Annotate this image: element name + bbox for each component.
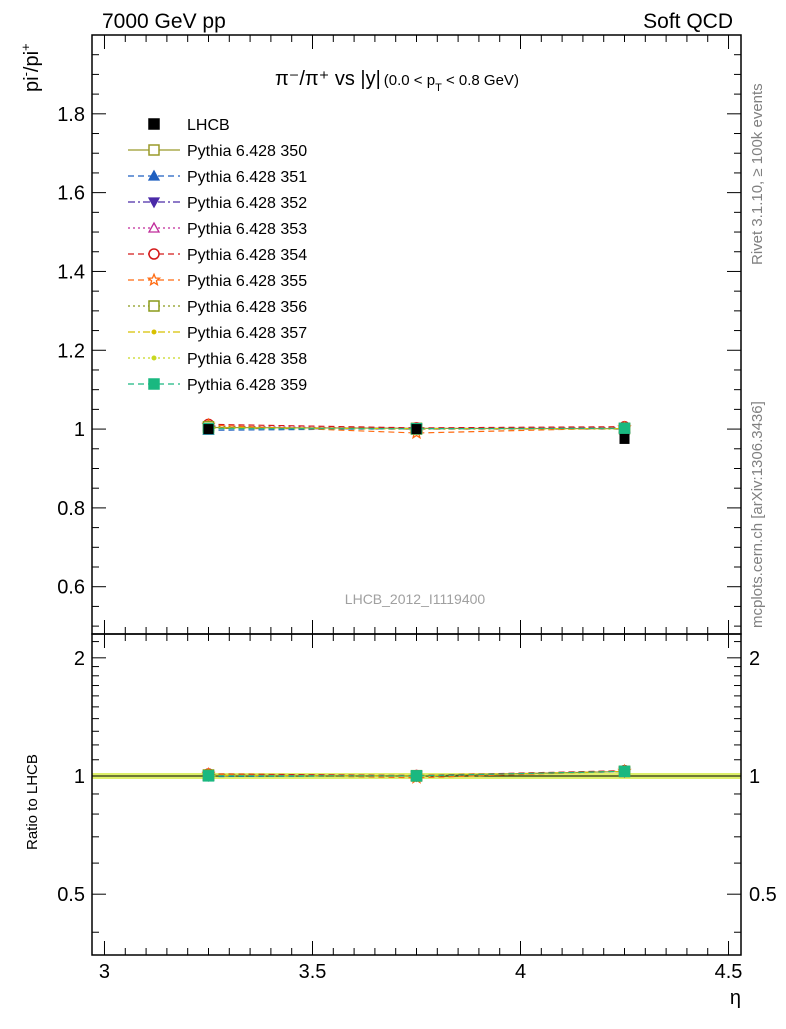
legend-marker xyxy=(149,223,159,232)
legend: LHCB Pythia 6.428 350 Pythia 6.428 351 Pyth… xyxy=(128,117,307,394)
plot-title: π⁻/π⁺ vs |y|(0.0 < pT < 0.8 GeV) xyxy=(275,68,519,94)
rivet-label: Rivet 3.1.10, ≥ 100k events xyxy=(749,83,766,265)
y-tick-label: 1.8 xyxy=(57,104,85,126)
legend-label: Pythia 6.428 357 xyxy=(187,325,307,342)
ratio-tick-label: 2 xyxy=(749,648,760,670)
legend-marker xyxy=(152,356,156,360)
ratio-series-point xyxy=(620,766,630,776)
legend-marker xyxy=(149,145,159,155)
ratio-tick-label: 1 xyxy=(749,766,760,788)
analysis-watermark: LHCB_2012_I1119400 xyxy=(345,591,486,607)
y-tick-label: 1 xyxy=(74,419,85,441)
ratio-series-point xyxy=(412,771,422,781)
legend-marker xyxy=(149,274,160,284)
ratio-plot-frame xyxy=(92,634,741,955)
x-axis-label: η xyxy=(730,987,741,1009)
ratio-tick-label: 0.5 xyxy=(57,884,85,906)
y-tick-label: 0.6 xyxy=(57,577,85,599)
legend-marker xyxy=(149,379,159,389)
main-axis-ticks: 0.6 0.8 1 1.2 1.4 1.6 1.8 xyxy=(57,55,741,626)
main-series-layer xyxy=(203,419,630,444)
legend-marker xyxy=(149,301,159,311)
ratio-tick-label: 2 xyxy=(74,648,85,670)
legend-label: Pythia 6.428 351 xyxy=(187,169,307,186)
legend-label: Pythia 6.428 359 xyxy=(187,377,307,394)
x-tick-label: 4.5 xyxy=(715,961,743,983)
legend-marker xyxy=(149,119,159,129)
x-tick-label: 3 xyxy=(99,961,110,983)
header-left: 7000 GeV pp xyxy=(102,10,226,33)
series-point xyxy=(620,423,630,433)
legend-label: LHCB xyxy=(187,117,230,134)
ratio-tick-label: 1 xyxy=(74,766,85,788)
data-point xyxy=(412,424,422,434)
x-tick-label: 4 xyxy=(515,961,526,983)
ratio-axis-ticks: 0.5 0.5 1 1 2 2 xyxy=(57,642,777,933)
legend-marker xyxy=(152,330,156,334)
legend-label: Pythia 6.428 354 xyxy=(187,247,307,264)
legend-label: Pythia 6.428 355 xyxy=(187,273,307,290)
legend-label: Pythia 6.428 350 xyxy=(187,143,307,160)
ratio-tick-label: 0.5 xyxy=(749,884,777,906)
header-right: Soft QCD xyxy=(643,10,733,33)
mcplots-label: mcplots.cern.ch [arXiv:1306.3436] xyxy=(749,401,766,628)
main-ylabel: pi-/pi+ xyxy=(18,43,43,92)
legend-label: Pythia 6.428 358 xyxy=(187,351,307,368)
y-tick-label: 1.4 xyxy=(57,261,85,283)
y-tick-label: 0.8 xyxy=(57,498,85,520)
data-point xyxy=(620,434,630,444)
y-tick-label: 1.6 xyxy=(57,183,85,205)
x-tick-label: 3.5 xyxy=(299,961,327,983)
legend-marker xyxy=(149,249,159,259)
legend-label: Pythia 6.428 353 xyxy=(187,221,307,238)
legend-label: Pythia 6.428 356 xyxy=(187,299,307,316)
legend-label: Pythia 6.428 352 xyxy=(187,195,307,212)
y-tick-label: 1.2 xyxy=(57,340,85,362)
ratio-series-point xyxy=(203,771,213,781)
legend-marker xyxy=(149,198,159,207)
ratio-ylabel: Ratio to LHCB xyxy=(24,754,41,850)
data-point xyxy=(203,424,213,434)
